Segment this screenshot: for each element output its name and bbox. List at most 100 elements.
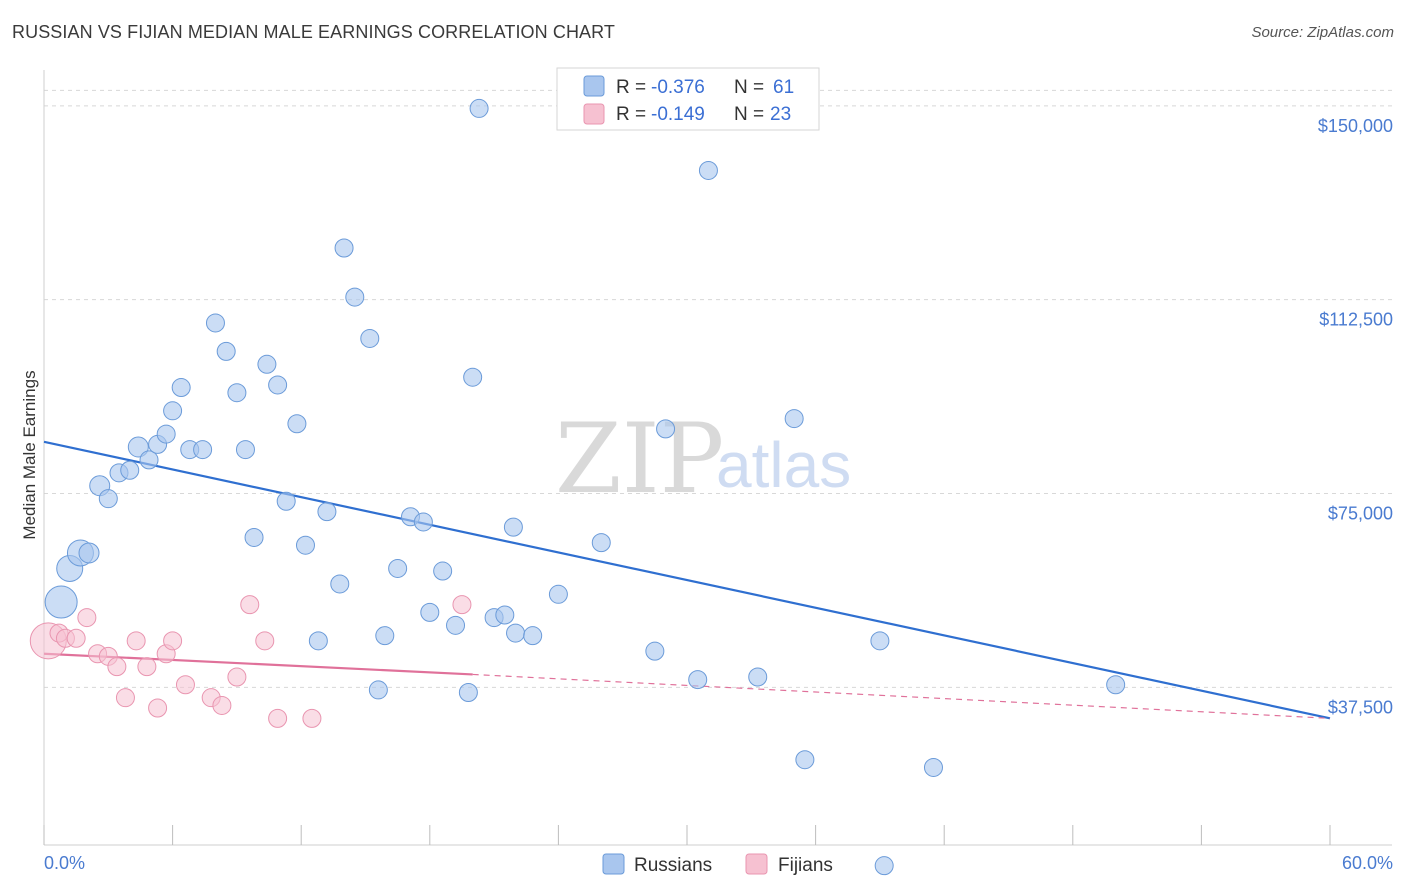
point-russians [523, 626, 543, 646]
y-tick-label: $150,000 [1318, 116, 1393, 136]
point-russians [78, 542, 100, 564]
legend-swatch-fijians [583, 103, 605, 125]
point-russians [413, 512, 433, 532]
point-fijians [452, 595, 472, 615]
point-russians [870, 631, 890, 651]
watermark-atlas: atlas [716, 429, 851, 501]
point-russians [503, 517, 523, 537]
point-russians [688, 670, 708, 690]
point-fijians [212, 695, 232, 715]
point-russians [295, 535, 315, 555]
legend-r-value-fijians: -0.149 [651, 104, 705, 125]
watermark: ZIP atlas [555, 403, 851, 515]
point-russians [268, 375, 288, 395]
point-russians [156, 424, 176, 444]
point-russians [287, 414, 307, 434]
point-fijians [163, 631, 183, 651]
point-russians [330, 574, 350, 594]
point-russians [645, 641, 665, 661]
point-russians [334, 238, 354, 258]
point-russians [120, 460, 140, 480]
point-russians [923, 757, 943, 777]
point-fijians [255, 631, 275, 651]
chart-title: RUSSIAN VS FIJIAN MEDIAN MALE EARNINGS C… [12, 22, 616, 42]
point-russians [433, 561, 453, 581]
point-russians [98, 489, 118, 509]
point-fijians [227, 667, 247, 687]
point-russians [317, 502, 337, 522]
point-fijians [115, 688, 135, 708]
y-tick-label: $75,000 [1328, 504, 1393, 524]
point-russians [368, 680, 388, 700]
point-russians [458, 683, 478, 703]
point-russians [698, 160, 718, 180]
legend-r-label-russians: R = [616, 77, 646, 98]
point-russians [227, 383, 247, 403]
legend-n-value-russians: 61 [773, 77, 794, 98]
trend-line-russians [43, 440, 1331, 720]
data-points [29, 98, 1126, 876]
bottom-legend-swatch-fijians [745, 853, 768, 875]
legend-box: R = -0.376 N = 61 R = -0.149 N = 23 [556, 67, 820, 131]
point-fijians [66, 628, 86, 648]
point-fijians [126, 631, 146, 651]
point-russians [127, 436, 149, 458]
point-fijians [240, 595, 260, 615]
point-fijians [137, 657, 157, 677]
point-russians [163, 401, 183, 421]
point-russians [139, 450, 159, 470]
legend-swatch-russians [583, 75, 605, 97]
source-label: Source: ZipAtlas.com [1251, 24, 1394, 41]
legend-r-value-russians: -0.376 [651, 77, 705, 98]
point-fijians [175, 675, 195, 695]
point-russians [591, 533, 611, 553]
point-russians [205, 313, 225, 333]
point-russians [874, 856, 894, 876]
point-russians [548, 584, 568, 604]
bottom-legend-fijians: Fijians [778, 855, 833, 876]
point-russians [506, 623, 526, 643]
point-russians [748, 667, 768, 687]
y-tick-label: $37,500 [1328, 697, 1393, 717]
legend-n-label-russians: N = [734, 77, 764, 98]
point-russians [276, 491, 296, 511]
trend-line-fijians-extension [472, 673, 1331, 719]
point-russians [235, 440, 255, 460]
point-russians [44, 585, 78, 619]
point-russians [656, 419, 676, 439]
point-russians [375, 626, 395, 646]
point-fijians [107, 657, 127, 677]
point-fijians [268, 708, 288, 728]
point-fijians [148, 698, 168, 718]
point-russians [1106, 675, 1126, 695]
point-russians [469, 98, 489, 118]
point-russians [193, 440, 213, 460]
legend-r-label-fijians: R = [616, 104, 646, 125]
point-russians [308, 631, 328, 651]
axes: $37,500 $75,000 $112,500 $150,000 [43, 70, 1393, 846]
point-russians [795, 750, 815, 770]
y-tick-label: $112,500 [1319, 310, 1393, 330]
bottom-legend: Russians Fijians [602, 853, 833, 876]
point-russians [345, 287, 365, 307]
point-russians [216, 341, 236, 361]
point-russians [171, 378, 191, 398]
x-tick-label-min: 0.0% [44, 853, 85, 873]
legend-n-value-fijians: 23 [770, 104, 791, 125]
point-russians [420, 602, 440, 622]
legend-n-label-fijians: N = [734, 104, 764, 125]
point-russians [388, 558, 408, 578]
bottom-legend-russians: Russians [634, 855, 712, 876]
point-fijians [302, 708, 322, 728]
point-russians [784, 409, 804, 429]
x-tick-label-max: 60.0% [1342, 853, 1393, 873]
watermark-zip: ZIP [555, 403, 724, 515]
bottom-legend-swatch-russians [602, 853, 625, 875]
y-axis-label: Median Male Earnings [20, 370, 39, 539]
point-russians [446, 615, 466, 635]
point-russians [495, 605, 515, 625]
point-russians [463, 367, 483, 387]
point-russians [257, 354, 277, 374]
point-russians [360, 328, 380, 348]
